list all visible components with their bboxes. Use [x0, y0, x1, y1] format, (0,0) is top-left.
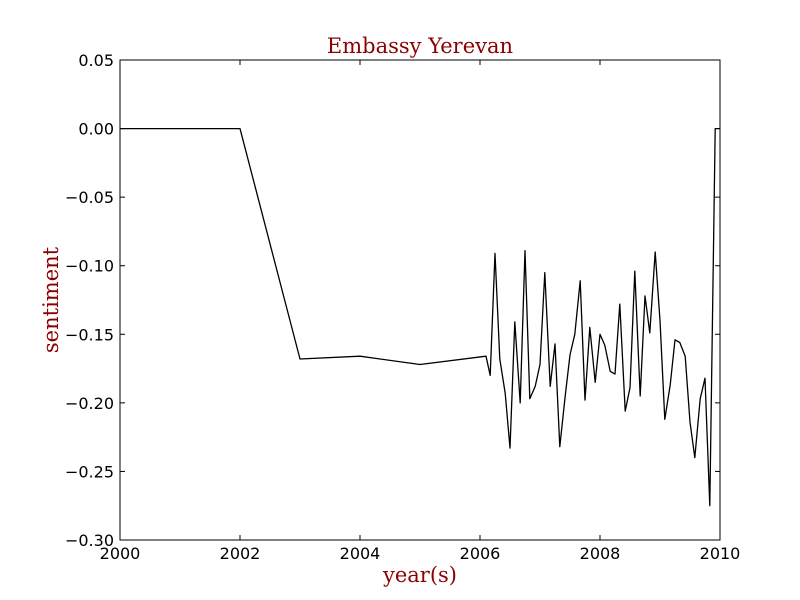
- y-tick-label: 0.00: [78, 120, 114, 139]
- y-tick-label: −0.25: [65, 462, 114, 481]
- x-tick-label: 2004: [340, 544, 381, 563]
- x-tick-label: 2010: [700, 544, 741, 563]
- x-tick-label: 2006: [460, 544, 501, 563]
- y-tick-label: −0.10: [65, 257, 114, 276]
- plot-area-frame: [119, 59, 721, 541]
- y-tick-label: −0.15: [65, 325, 114, 344]
- x-tick-label: 2008: [580, 544, 621, 563]
- chart-title: Embassy Yerevan: [327, 34, 513, 58]
- x-axis-label: year(s): [382, 563, 457, 587]
- sentiment-line: [120, 127, 720, 507]
- axis-tick-labels: 2000 2002 2004 2006 2008 2010 0.05 0.00 −0.05 −0.…: [65, 51, 740, 563]
- x-tick-label: 2002: [220, 544, 261, 563]
- y-tick-label: −0.30: [65, 531, 114, 550]
- axis-ticks: [119, 59, 721, 541]
- x-tick-label: 2000: [100, 544, 141, 563]
- y-tick-label: −0.05: [65, 188, 114, 207]
- series-group: [120, 127, 720, 507]
- y-tick-label: −0.20: [65, 394, 114, 413]
- y-tick-label: 0.05: [78, 51, 114, 70]
- y-axis-label: sentiment: [39, 246, 63, 353]
